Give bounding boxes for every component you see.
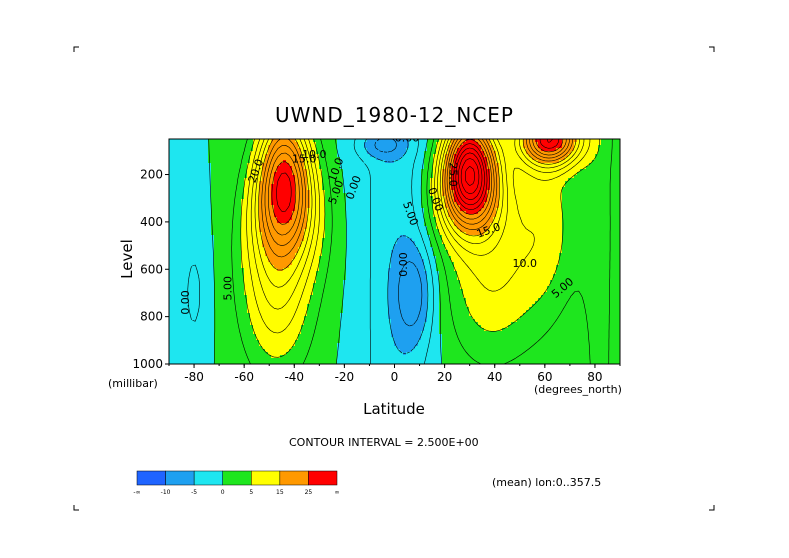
y-tick-label: 600: [140, 262, 163, 276]
colorbar-swatch: [279, 470, 309, 486]
colorbar-swatch: [308, 470, 338, 486]
x-tick-label: 0: [391, 370, 399, 384]
contour-line: [458, 152, 483, 200]
x-tick-label: 60: [537, 370, 552, 384]
contour-label: 0.00: [397, 252, 410, 277]
y-axis-units: (millibar): [108, 377, 158, 390]
y-tick-label: 400: [140, 215, 163, 229]
colorbar-tick-label: -10: [161, 489, 171, 496]
contour-label: 25.0: [447, 162, 460, 187]
contour-line: [246, 139, 591, 334]
x-tick-label: -60: [234, 370, 254, 384]
colorbar-tick-label: -∞: [133, 489, 140, 496]
contour-label: 0.00: [395, 131, 420, 144]
contour-interval-text: CONTOUR INTERVAL = 2.500E+00: [289, 436, 479, 449]
contour-line: [364, 139, 429, 354]
contour-line: [264, 139, 570, 246]
y-tick-label: 800: [140, 310, 163, 324]
colorbar-swatch: [222, 470, 252, 486]
y-axis-label: Level: [118, 239, 136, 279]
x-tick-label: 40: [487, 370, 502, 384]
contour-line: [187, 139, 434, 364]
contour-line: [231, 139, 613, 364]
contour-line: [455, 139, 553, 206]
x-axis-label: Latitude: [363, 400, 425, 418]
colorbar-tick-label: 0: [221, 489, 225, 496]
x-tick-label: -80: [184, 370, 204, 384]
colorbar-swatch: [165, 470, 195, 486]
contour-line: [465, 166, 475, 186]
contour-line: [250, 139, 585, 310]
chart-title: UWND_1980-12_NCEP: [275, 103, 514, 127]
contour-line: [254, 139, 580, 288]
contour-line: [271, 139, 564, 225]
corner-marks: [73, 46, 715, 511]
colorbar-tick-label: 5: [249, 489, 253, 496]
contour-label: 15.0: [292, 153, 317, 166]
contour-line: [258, 139, 577, 271]
x-tick-label: 20: [437, 370, 452, 384]
contour-label: 0.00: [179, 290, 192, 315]
colorbar-tick-label: 25: [305, 489, 313, 496]
contour-line: [261, 139, 573, 258]
colorbar-swatch: [136, 470, 166, 486]
colorbar-tick-label: 15: [276, 489, 284, 496]
contour-label: 10.0: [302, 148, 327, 161]
contour-label: 10.0: [513, 257, 538, 270]
x-tick-label: -20: [335, 370, 355, 384]
colorbar-swatch: [193, 470, 223, 486]
y-tick-label: 200: [140, 168, 163, 182]
colorbar-tick-label: ∞: [335, 489, 340, 496]
colorbar-tick-label: -5: [191, 489, 197, 496]
contour-line: [374, 139, 423, 327]
contour-line: [208, 139, 443, 364]
contour-line: [460, 158, 480, 195]
contour-line: [240, 139, 600, 358]
x-axis-units: (degrees_north): [534, 383, 622, 396]
colorbar-swatch: [251, 470, 281, 486]
y-tick-label: 1000: [132, 357, 163, 371]
x-tick-label: 80: [587, 370, 602, 384]
mean-footnote: (mean) lon:0..357.5: [492, 476, 602, 489]
contour-line: [276, 139, 560, 212]
contour-label: 5.00: [222, 276, 235, 301]
x-tick-label: -40: [284, 370, 304, 384]
contour-line: [268, 139, 567, 236]
